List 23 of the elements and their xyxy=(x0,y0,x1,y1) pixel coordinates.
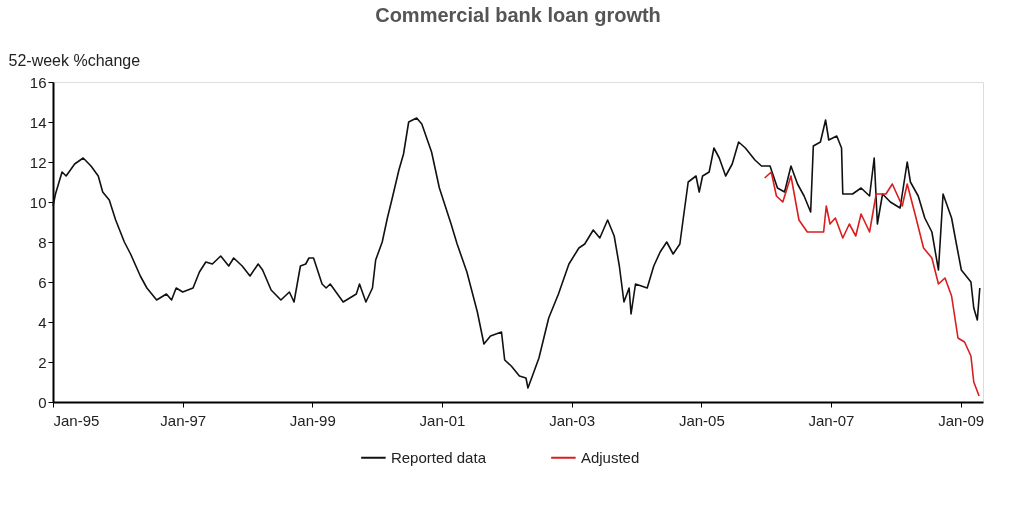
x-tick-label: Jan-99 xyxy=(289,411,336,429)
x-tick-label: Jan-05 xyxy=(678,411,725,429)
y-tick-label: 8 xyxy=(38,233,47,251)
legend-label: Adjusted xyxy=(580,448,640,466)
line-series xyxy=(52,117,981,389)
x-tick-label: Jan-07 xyxy=(808,411,855,429)
y-tick-label: 6 xyxy=(38,273,47,291)
y-tick-label: 4 xyxy=(38,313,47,331)
y-axis-title: 52-week %change xyxy=(8,51,141,69)
y-tick-label: 0 xyxy=(38,393,47,411)
y-tick-label: 10 xyxy=(29,193,47,211)
y-tick-label: 12 xyxy=(29,153,47,171)
legend-label: Reported data xyxy=(390,448,487,466)
x-tick-label: Jan-03 xyxy=(549,411,596,429)
x-tick-label: Jan-95 xyxy=(53,411,100,429)
y-tick-label: 2 xyxy=(38,353,47,371)
line-series xyxy=(763,171,980,397)
y-tick-label: 16 xyxy=(29,73,47,91)
x-tick-label: Jan-09 xyxy=(938,411,985,429)
chart-title: Commercial bank loan growth xyxy=(375,4,661,26)
y-tick-label: 14 xyxy=(29,113,47,131)
x-tick-label: Jan-97 xyxy=(160,411,207,429)
x-tick-label: Jan-01 xyxy=(419,411,466,429)
